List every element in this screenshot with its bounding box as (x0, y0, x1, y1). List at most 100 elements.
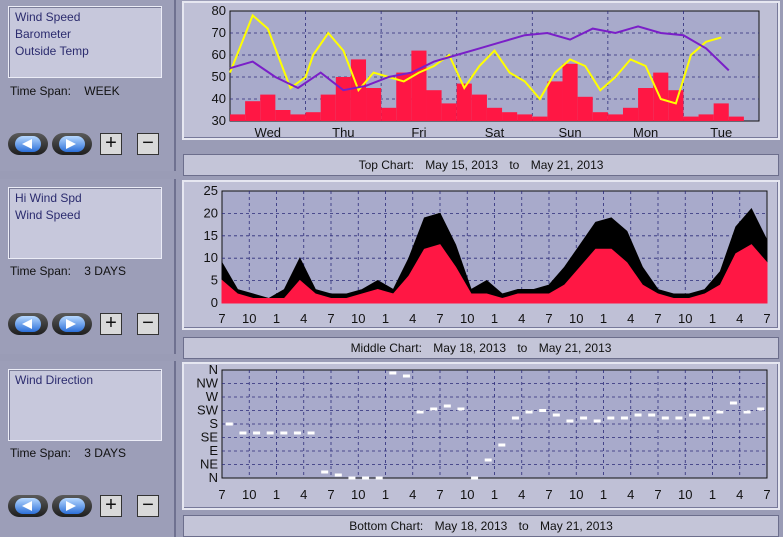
legend-wind-speed[interactable]: Wind Speed (15, 10, 81, 24)
x-tick-label: 1 (491, 311, 498, 326)
outside-temp-line (229, 13, 722, 105)
middle-time-span: Time Span: 3 DAYS (10, 264, 126, 278)
y-tick-label: N (209, 364, 218, 377)
wind-direction-point (402, 374, 410, 378)
middle-chart-frame: 0 5 10 15 20 25 7 10 1 4 7 10 1 4 7 10 1 4 7 10 1 4 7 10 1 4 7 (182, 180, 780, 330)
middle-zoom-in-button[interactable]: + (100, 313, 122, 335)
x-tick-label: 7 (654, 487, 661, 502)
wind-speed-bar (607, 114, 623, 121)
caption-from: May 18, 2013 (433, 341, 506, 355)
x-tick-label: 10 (242, 487, 256, 502)
x-tick-label: Sun (559, 125, 582, 138)
top-zoom-in-button[interactable]: + (100, 133, 122, 155)
wind-direction-point (307, 431, 315, 435)
wind-direction-point (266, 431, 274, 435)
top-back-button[interactable] (8, 133, 48, 155)
y-tick-label: 15 (204, 228, 218, 243)
wind-direction-point (539, 409, 547, 412)
x-tick-label: 7 (763, 311, 770, 326)
middle-chart[interactable]: 0 5 10 15 20 25 7 10 1 4 7 10 1 4 7 10 1 4 7 10 1 4 7 10 1 4 7 (184, 182, 778, 328)
middle-forward-button[interactable] (52, 313, 92, 335)
wind-direction-point (716, 410, 724, 414)
wind-direction-point (675, 416, 683, 420)
legend-wind-speed[interactable]: Wind Speed (15, 208, 81, 222)
wind-direction-point (389, 371, 397, 375)
x-tick-label: 1 (709, 311, 716, 326)
x-tick-label: 4 (300, 311, 307, 326)
time-span-value[interactable]: 3 DAYS (84, 264, 127, 278)
x-tick-label: 1 (491, 487, 498, 502)
legend-hi-wind-spd[interactable]: Hi Wind Spd (15, 191, 82, 205)
bottom-forward-button[interactable] (52, 495, 92, 517)
wind-direction-point (593, 419, 601, 423)
left-arrow-icon (22, 139, 32, 149)
legend-barometer[interactable]: Barometer (15, 27, 72, 41)
top-chart[interactable]: 30 40 50 60 70 80 Wed Thu Fri Sat Sun Mon Tue (184, 3, 778, 140)
y-tick-label: SE (201, 430, 219, 445)
caption-prefix: Top Chart: (358, 158, 414, 172)
wind-direction-point (430, 407, 438, 411)
wind-speed-bar (547, 81, 563, 121)
wind-direction-point (580, 416, 588, 420)
x-tick-label: 7 (218, 311, 225, 326)
legend-wind-direction[interactable]: Wind Direction (15, 373, 94, 387)
wind-speed-bar (305, 112, 321, 121)
time-span-value[interactable]: WEEK (84, 84, 120, 98)
wind-speed-bar (622, 107, 639, 121)
middle-zoom-out-button[interactable]: − (137, 313, 159, 335)
bottom-back-button[interactable] (8, 495, 48, 517)
x-tick-label: 7 (763, 487, 770, 502)
wind-speed-bar (245, 101, 261, 121)
wind-direction-point (661, 416, 669, 420)
x-tick-label: 1 (600, 311, 607, 326)
x-tick-label: 4 (409, 487, 416, 502)
wind-speed-bar (335, 77, 351, 121)
bottom-control-panel: Wind Direction Time Span: 3 DAYS + − (0, 361, 176, 537)
x-tick-label: Mon (633, 125, 658, 138)
top-forward-button[interactable] (52, 133, 92, 155)
wind-speed-area (221, 244, 768, 304)
wind-direction-point (293, 431, 301, 435)
caption-to-word: to (518, 519, 529, 533)
x-tick-label: Sat (485, 125, 505, 138)
wind-direction-point (416, 410, 424, 414)
middle-legend-box: Hi Wind Spd Wind Speed (8, 187, 162, 259)
barometer-line (229, 25, 730, 92)
x-tick-label: 10 (460, 311, 474, 326)
x-tick-label: 1 (382, 311, 389, 326)
wind-speed-bar (562, 63, 578, 121)
wind-direction-point (280, 431, 288, 435)
wind-speed-bar (456, 83, 472, 121)
x-tick-label: 4 (518, 311, 525, 326)
top-control-panel: Wind Speed Barometer Outside Temp Time S… (0, 0, 176, 171)
wind-speed-bar (275, 110, 291, 121)
x-tick-label: Fri (411, 125, 426, 138)
legend-outside-temp[interactable]: Outside Temp (15, 44, 89, 58)
time-span-value[interactable]: 3 DAYS (84, 446, 127, 460)
y-tick-label: 30 (212, 113, 226, 128)
bottom-zoom-in-button[interactable]: + (100, 495, 122, 517)
y-tick-label: NW (196, 376, 218, 391)
x-tick-label: 1 (273, 311, 280, 326)
wind-direction-point (511, 416, 519, 420)
wind-speed-bar (592, 112, 608, 121)
x-tick-label: 10 (569, 487, 583, 502)
bottom-chart-frame: N NE E SE S SW W NW N 7 10 1 4 7 10 1 4 7 10 1 4 7 10 1 4 7 10 1 4 7 (182, 362, 780, 510)
wind-speed-bar (577, 96, 593, 121)
middle-back-button[interactable] (8, 313, 48, 335)
x-tick-label: 4 (518, 487, 525, 502)
bottom-zoom-out-button[interactable]: − (137, 495, 159, 517)
wind-speed-bar (683, 116, 699, 121)
x-tick-label: 10 (678, 487, 692, 502)
y-tick-label: 20 (204, 205, 218, 220)
middle-chart-caption: Middle Chart: May 18, 2013 to May 21, 20… (183, 337, 779, 359)
top-zoom-out-button[interactable]: − (137, 133, 159, 155)
x-tick-label: 7 (327, 487, 334, 502)
bottom-chart-caption: Bottom Chart: May 18, 2013 to May 21, 20… (183, 515, 779, 537)
x-tick-label: 7 (654, 311, 661, 326)
wind-speed-bar (320, 94, 336, 121)
wind-direction-point (498, 443, 506, 447)
wind-speed-bar (668, 90, 684, 121)
wind-direction-point (348, 476, 356, 480)
